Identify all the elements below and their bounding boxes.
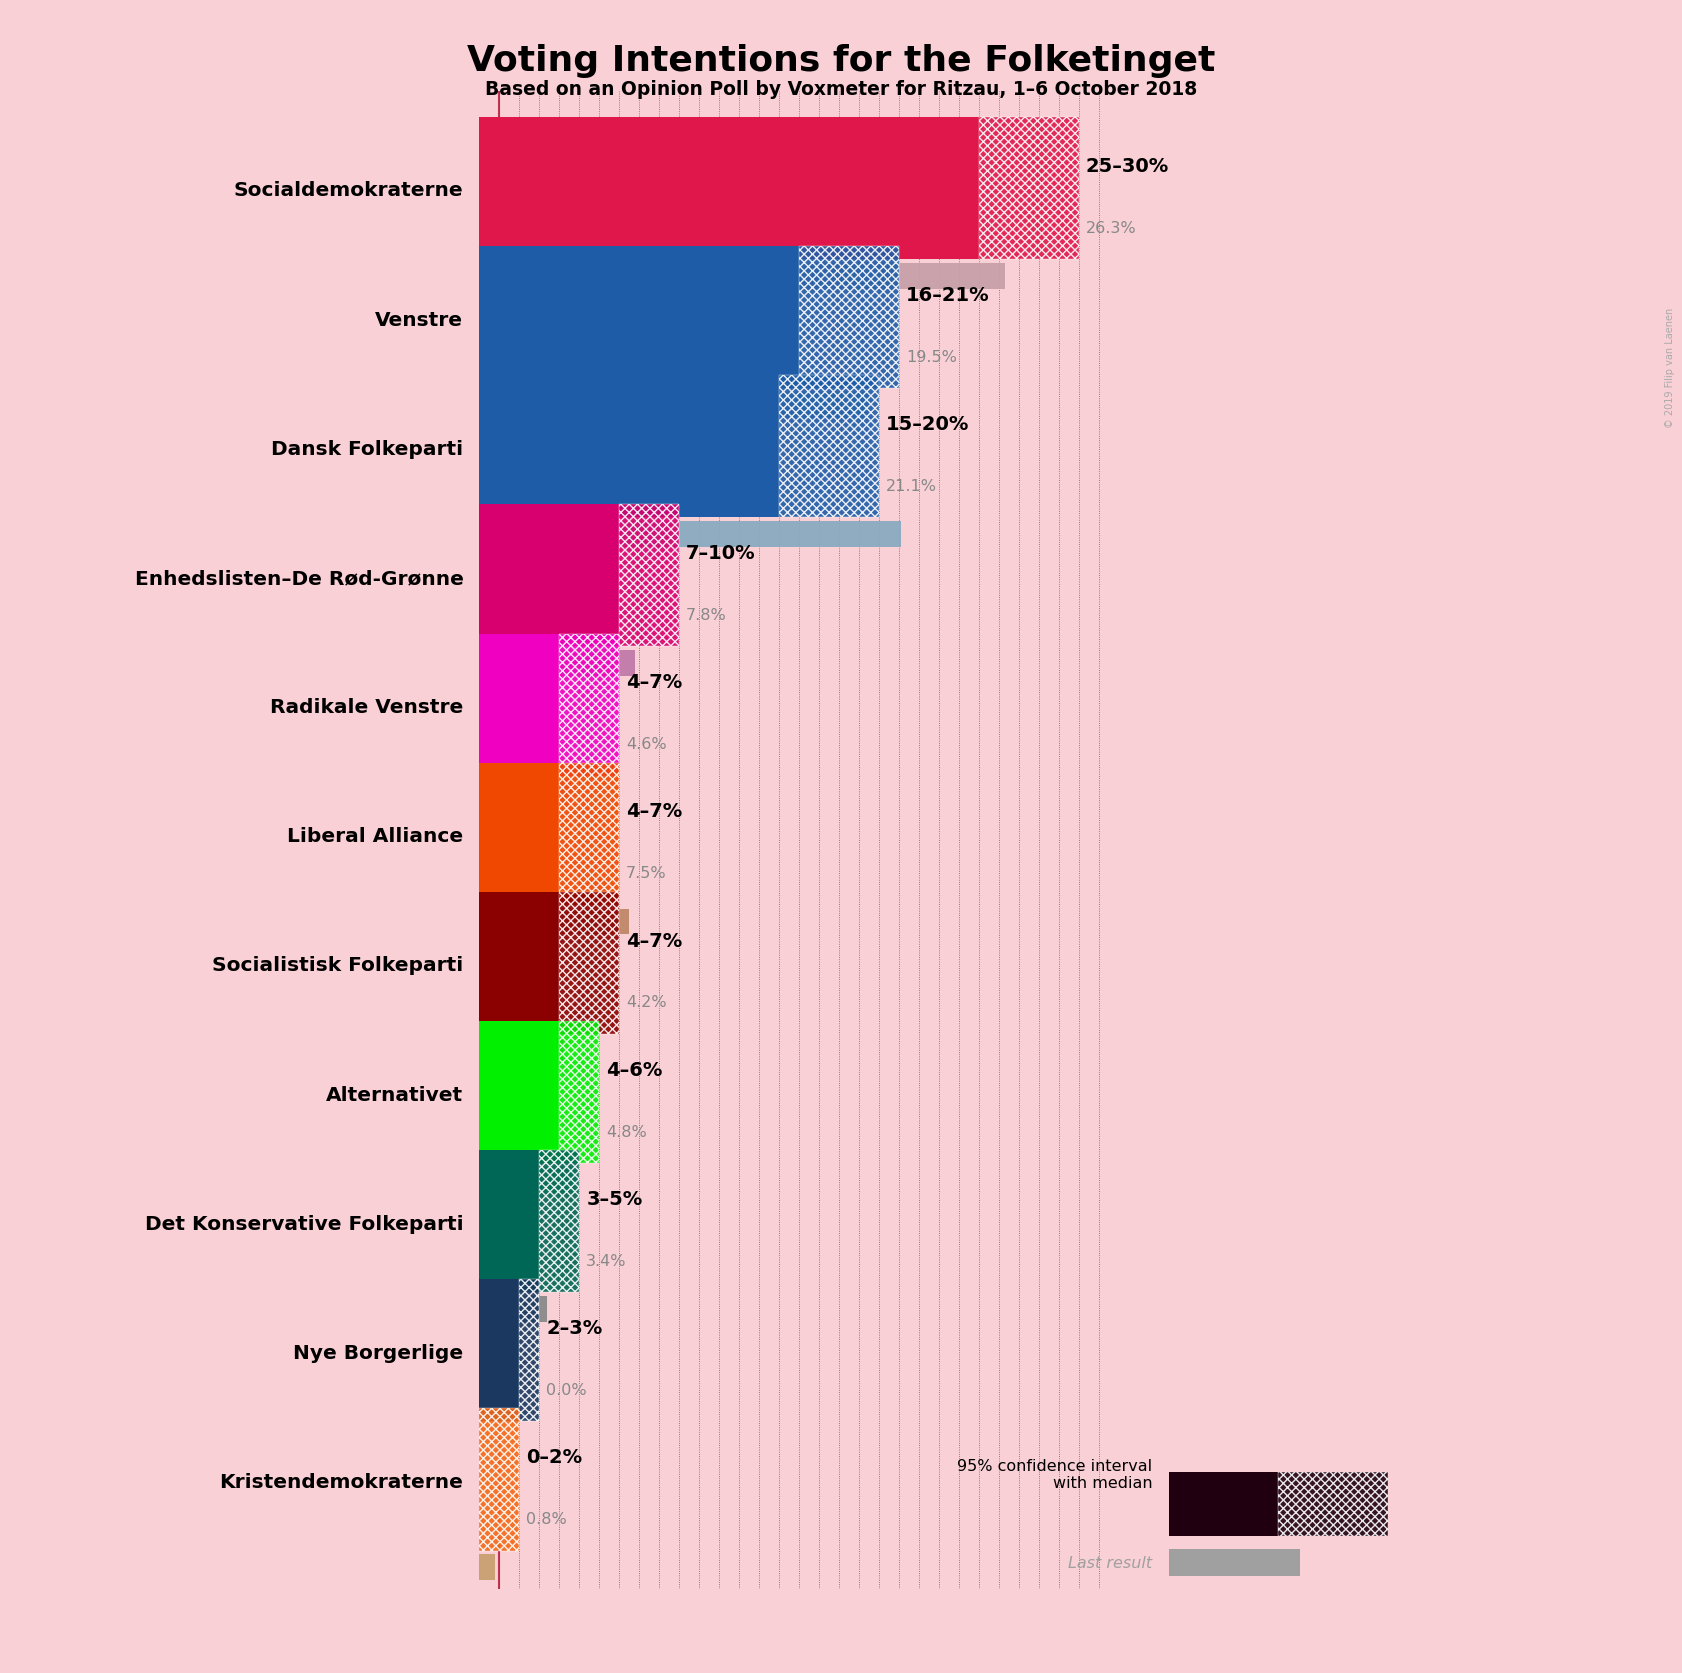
Bar [520,1280,540,1422]
Text: 26.3%: 26.3% [1085,221,1137,236]
Bar [799,248,898,388]
Text: Voting Intentions for the Folketinget: Voting Intentions for the Folketinget [468,43,1214,77]
Bar [479,634,558,776]
Bar [479,1168,575,1193]
Text: 19.5%: 19.5% [907,350,957,365]
Text: 4.2%: 4.2% [626,995,666,1010]
Text: 21.1%: 21.1% [886,478,937,494]
Text: 4–7%: 4–7% [626,932,683,950]
Bar [479,264,1004,289]
Bar [479,651,636,678]
Bar [558,763,619,905]
Text: 4.6%: 4.6% [626,736,666,751]
Bar [779,376,878,519]
Bar [479,1554,495,1581]
Bar [979,117,1078,259]
Bar [619,505,680,647]
Text: © 2019 Filip van Laenen: © 2019 Filip van Laenen [1665,308,1675,428]
Bar [479,1151,540,1293]
Bar [479,1297,547,1322]
Text: 95% confidence interval
with median: 95% confidence interval with median [957,1457,1152,1491]
Bar [479,393,870,418]
Text: 4–7%: 4–7% [626,801,683,821]
Bar [540,1151,579,1293]
Text: 0.0%: 0.0% [547,1382,587,1397]
Bar [558,892,619,1034]
Bar [479,1409,520,1551]
Bar [479,1039,563,1064]
Text: 4–7%: 4–7% [626,673,683,693]
Bar [558,1022,599,1163]
Bar [479,117,979,259]
Bar [479,780,572,806]
Bar [479,892,558,1034]
Bar [1278,1472,1388,1536]
Bar [479,908,629,935]
Text: 7–10%: 7–10% [686,544,755,562]
Text: 3–5%: 3–5% [587,1190,643,1208]
Bar [479,763,558,905]
Text: 0–2%: 0–2% [526,1447,582,1467]
Text: 4–6%: 4–6% [606,1061,663,1079]
Bar [479,1280,520,1422]
Text: 16–21%: 16–21% [907,286,989,304]
Bar [479,1022,558,1163]
Text: 15–20%: 15–20% [886,415,969,433]
Bar [479,248,799,388]
Text: 3.4%: 3.4% [587,1253,627,1268]
Text: Last result: Last result [1068,1556,1152,1569]
Bar [479,505,619,647]
Text: 25–30%: 25–30% [1085,157,1169,176]
Bar [1169,1472,1278,1536]
Text: 7.5%: 7.5% [626,867,666,880]
Text: Based on an Opinion Poll by Voxmeter for Ritzau, 1–6 October 2018: Based on an Opinion Poll by Voxmeter for… [484,80,1198,99]
Bar [479,522,902,547]
Text: 0.8%: 0.8% [526,1511,567,1526]
Text: 4.8%: 4.8% [606,1124,648,1139]
Bar [479,376,779,519]
Bar [558,634,619,776]
Text: 2–3%: 2–3% [547,1318,602,1337]
Text: 7.8%: 7.8% [686,607,727,622]
